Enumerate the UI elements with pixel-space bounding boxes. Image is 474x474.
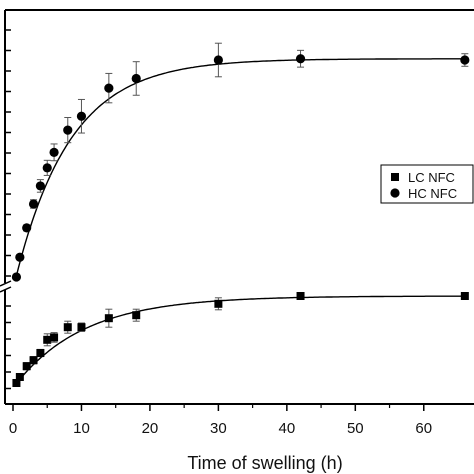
x-tick-label: 20 (142, 420, 159, 437)
x-tick-label: 0 (9, 420, 17, 437)
x-tick-label: 60 (415, 420, 432, 437)
legend-marker-1 (391, 173, 399, 181)
hc-nfc-point (63, 125, 73, 135)
lc-nfc-point (43, 335, 52, 344)
lc-nfc-point (214, 299, 223, 308)
hc-nfc-point (49, 147, 59, 157)
legend-marker-2 (390, 188, 400, 198)
axis-break-mark (0, 286, 12, 293)
lc-nfc-point (36, 349, 45, 357)
lc-nfc-point (22, 362, 31, 371)
x-tick-label: 30 (210, 420, 227, 437)
lc-nfc-point (63, 323, 72, 332)
lc-nfc-point (15, 373, 24, 381)
hc-nfc-point (15, 252, 25, 262)
x-tick-label: 10 (73, 420, 90, 437)
lc-nfc-point (296, 292, 305, 300)
hc-nfc-point (460, 55, 470, 65)
axis-break-mark (0, 280, 12, 287)
lc-nfc-point (12, 379, 21, 387)
hc-nfc-point (28, 199, 39, 209)
hc-nfc-fit-curve (14, 58, 464, 282)
x-tick-label: 40 (279, 420, 296, 437)
lc-nfc-point (104, 314, 113, 323)
lc-nfc-point (460, 292, 469, 300)
hc-nfc-point (35, 181, 45, 191)
plot-marks (11, 42, 470, 387)
x-axis-label: Time of swelling (h) (187, 453, 342, 473)
tick-labels: 0 10 20 30 40 50 60 (9, 420, 432, 437)
hc-nfc-point (131, 73, 141, 84)
hc-nfc-point (11, 272, 22, 282)
hc-nfc-point (42, 163, 52, 173)
lc-nfc-point (50, 333, 59, 342)
lc-nfc-point (132, 311, 141, 320)
hc-nfc-point (295, 54, 306, 64)
plot-axes (0, 9, 474, 411)
hc-nfc-point (213, 55, 223, 65)
x-tick-label: 50 (347, 420, 364, 437)
hc-nfc-point (76, 111, 87, 121)
lc-nfc-point (29, 356, 38, 365)
legend-label-2: HC NFC (408, 186, 457, 201)
hc-nfc-point (104, 83, 114, 93)
lc-nfc-fit-curve (14, 295, 464, 386)
hc-nfc-point (22, 223, 32, 233)
lc-nfc-point (77, 323, 86, 332)
legend-label-1: LC NFC (408, 170, 455, 185)
